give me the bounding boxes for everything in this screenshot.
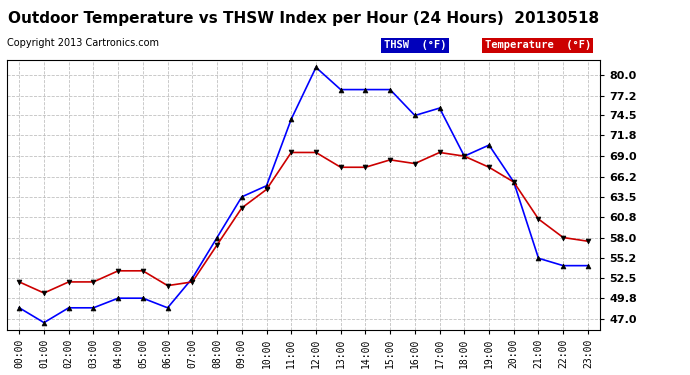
Text: Temperature  (°F): Temperature (°F) xyxy=(484,40,591,50)
Text: Copyright 2013 Cartronics.com: Copyright 2013 Cartronics.com xyxy=(7,38,159,48)
Text: THSW  (°F): THSW (°F) xyxy=(384,40,446,50)
Text: Outdoor Temperature vs THSW Index per Hour (24 Hours)  20130518: Outdoor Temperature vs THSW Index per Ho… xyxy=(8,11,599,26)
